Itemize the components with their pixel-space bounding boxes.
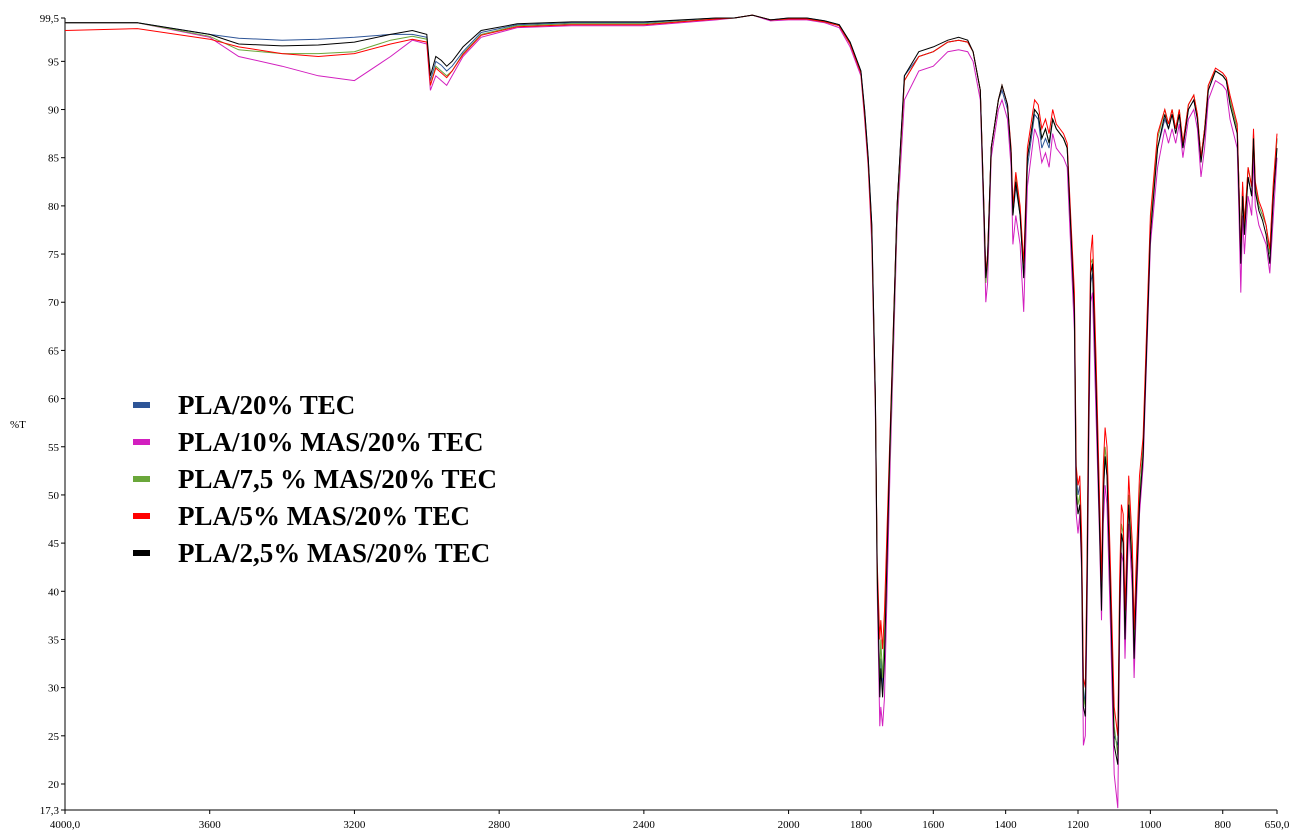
x-tick-label: 4000,0 (50, 819, 81, 831)
series-group (64, 14, 1278, 809)
y-axis-title: %T (10, 419, 26, 431)
y-axis: 17,3 20 25 30 35 40 45 50 55 60 65 70 75 80 85 90 95 99,5 (40, 13, 66, 817)
y-tick-label: 30 (48, 683, 60, 695)
x-tick-label: 3600 (199, 819, 222, 831)
y-tick-label: 90 (48, 105, 60, 117)
x-tick-label: 2800 (488, 819, 511, 831)
x-tick-label: 1800 (850, 819, 873, 831)
legend-swatch (133, 513, 150, 519)
legend-label: PLA/20% TEC (178, 390, 355, 420)
legend-swatch (133, 550, 150, 556)
x-tick-label: 2400 (633, 819, 656, 831)
y-tick-label: 65 (48, 345, 60, 357)
y-tick-label: 99,5 (40, 13, 60, 25)
y-tick-label: 95 (48, 56, 60, 68)
y-tick-label: 85 (48, 153, 60, 165)
x-tick-label: 650,0 (1265, 819, 1290, 831)
x-axis: 4000,0 3600 3200 2800 2400 2000 1800 1600 1400 12… (50, 809, 1290, 831)
x-tick-label: 2000 (778, 819, 801, 831)
y-tick-label: 17,3 (40, 805, 60, 817)
y-tick-label: 25 (48, 731, 60, 743)
legend-swatch (133, 439, 150, 445)
x-tick-label: 1200 (1067, 819, 1090, 831)
legend-swatch (133, 402, 150, 408)
y-tick-label: 40 (48, 586, 60, 598)
x-tick-label: 3200 (343, 819, 366, 831)
y-tick-label: 20 (48, 779, 60, 791)
y-tick-label: 80 (48, 201, 60, 213)
x-tick-label: 800 (1214, 819, 1231, 831)
x-tick-label: 1000 (1139, 819, 1162, 831)
y-tick-label: 50 (48, 490, 60, 502)
y-tick-label: 55 (48, 442, 60, 454)
legend-swatch (133, 476, 150, 482)
legend-label: PLA/2,5% MAS/20% TEC (178, 538, 490, 568)
y-tick-label: 45 (48, 538, 60, 550)
legend: PLA/20% TEC PLA/10% MAS/20% TEC PLA/7,5 % … (133, 390, 497, 568)
legend-label: PLA/5% MAS/20% TEC (178, 501, 470, 531)
legend-label: PLA/7,5 % MAS/20% TEC (178, 464, 497, 494)
x-tick-label: 1600 (922, 819, 945, 831)
y-tick-label: 35 (48, 634, 60, 646)
y-tick-label: 70 (48, 297, 60, 309)
y-tick-label: 60 (48, 394, 60, 406)
series-line-5 (65, 14, 1278, 765)
y-tick-label: 75 (48, 249, 60, 261)
legend-label: PLA/10% MAS/20% TEC (178, 427, 484, 457)
x-tick-label: 1400 (995, 819, 1018, 831)
